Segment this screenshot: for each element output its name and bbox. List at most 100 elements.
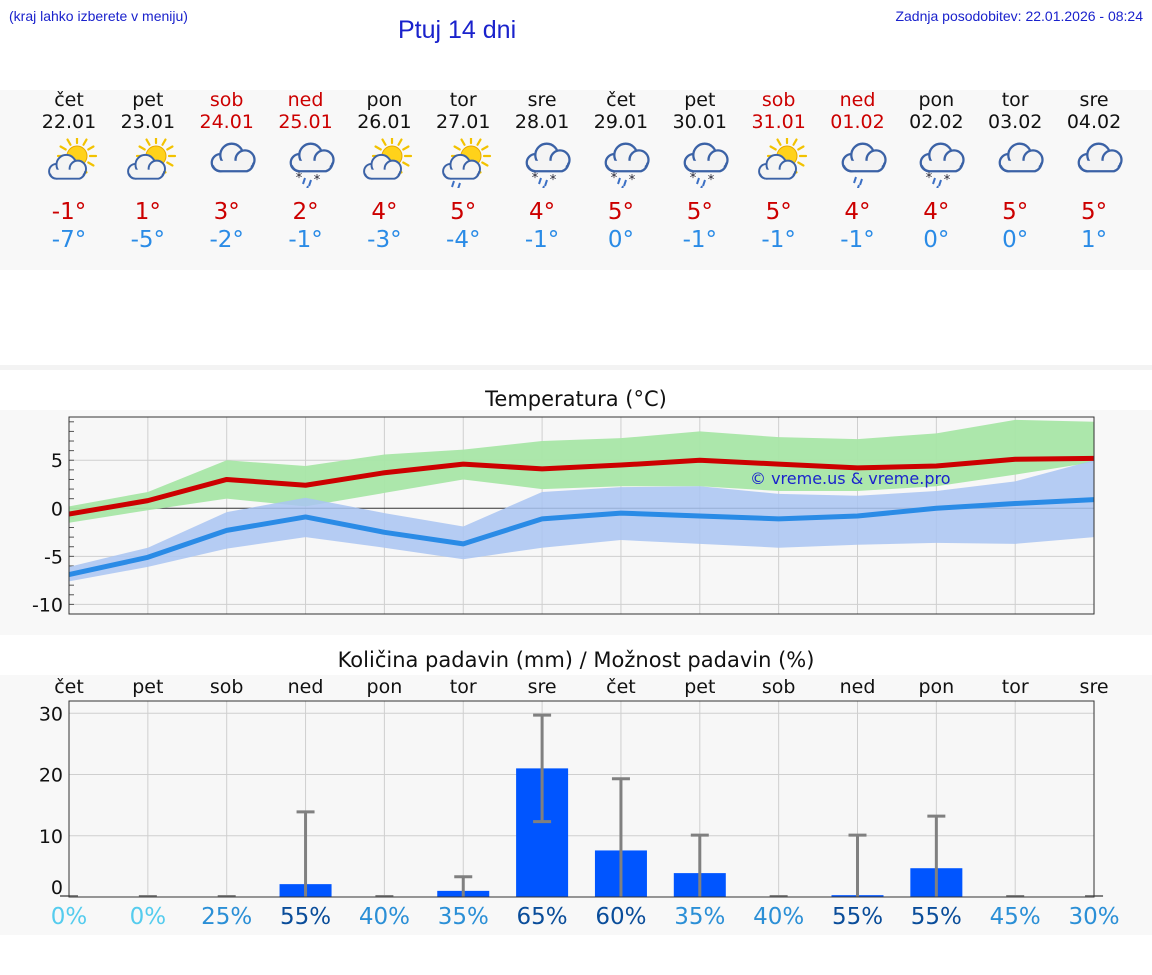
divider <box>0 365 1152 370</box>
day-name: sob <box>209 89 244 111</box>
day-name: čet <box>54 89 84 111</box>
max-temperature: 5° <box>765 199 792 225</box>
max-temperature: 1° <box>134 199 161 225</box>
max-temperature: 5° <box>450 199 477 225</box>
svg-text:*: * <box>629 173 636 188</box>
day-name: tor <box>1001 89 1029 111</box>
x-category-label: sre <box>1080 676 1109 698</box>
rain-snow-icon: * * <box>604 142 650 188</box>
plot-area <box>69 701 1094 897</box>
min-temperature: 1° <box>1080 227 1108 253</box>
day-name: tor <box>449 89 477 111</box>
max-range-band <box>69 419 1095 523</box>
cloudy-icon <box>210 142 256 173</box>
precipitation-chart-title: Količina padavin (mm) / Možnost padavin … <box>337 648 815 672</box>
x-category-label: pet <box>132 676 163 698</box>
day-name: sre <box>1079 89 1109 111</box>
x-category-label: sob <box>762 676 796 698</box>
x-category-label: tor <box>1002 676 1029 698</box>
rain-snow-icon: * * <box>525 142 571 188</box>
svg-text:*: * <box>532 171 539 186</box>
min-temperature: -1° <box>761 227 796 253</box>
watermark: © vreme.us & vreme.pro <box>750 469 951 488</box>
svg-text:*: * <box>295 171 302 186</box>
temperature-chart-title: Temperatura (°C) <box>485 387 667 411</box>
min-temperature: -4° <box>446 227 481 253</box>
svg-text:*: * <box>550 173 557 188</box>
precipitation-probability: 60% <box>595 904 647 930</box>
max-temperature: 5° <box>607 199 634 225</box>
sun-rain-icon <box>442 138 492 188</box>
day-date: 03.02 <box>987 111 1043 133</box>
y-tick-label: 5 <box>51 450 63 472</box>
svg-text:*: * <box>944 173 951 188</box>
day-date: 29.01 <box>593 111 649 133</box>
x-category-label: čet <box>54 676 84 698</box>
y-tick-label: -5 <box>44 546 63 568</box>
partly-sunny-icon <box>126 138 176 180</box>
day-date: 02.02 <box>909 111 964 133</box>
precipitation-chart: čet pet sob ned pon tor sre čet pet sob ned pon tor s… <box>39 676 1109 899</box>
day-date: 01.02 <box>830 111 885 133</box>
max-temperature: 5° <box>686 199 713 225</box>
precipitation-probability: 0% <box>50 904 88 930</box>
y-tick-label: 20 <box>39 765 63 787</box>
svg-text:*: * <box>313 173 320 188</box>
day-name: pon <box>918 89 955 111</box>
plot-frame <box>68 416 1095 615</box>
max-temperature: 4° <box>923 199 950 225</box>
partly-sunny-icon <box>363 138 413 180</box>
day-date: 25.01 <box>278 111 333 133</box>
svg-text:*: * <box>708 173 715 188</box>
precipitation-probability: 55% <box>910 904 962 930</box>
precipitation-probability: 45% <box>989 904 1041 930</box>
day-date: 04.02 <box>1066 111 1122 133</box>
day-date: 30.01 <box>672 111 727 133</box>
cloudy-icon <box>1077 142 1123 173</box>
day-name: pon <box>366 89 403 111</box>
day-name: čet <box>606 89 636 111</box>
max-temperature: 4° <box>371 199 398 225</box>
y-tick-label: 0 <box>51 877 63 899</box>
partly-sunny-icon <box>48 138 98 180</box>
day-name: pet <box>132 89 164 111</box>
min-temperature: -7° <box>51 227 87 253</box>
day-date: 28.01 <box>514 111 570 133</box>
x-category-label: ned <box>840 676 876 698</box>
max-temperature: 3° <box>213 199 240 225</box>
precipitation-probability: 30% <box>1068 904 1120 930</box>
y-tick-label: 0 <box>51 498 63 520</box>
precipitation-probability: 40% <box>358 904 410 930</box>
max-temperature: 4° <box>844 199 871 225</box>
min-temperature: -1° <box>840 227 875 253</box>
min-temperature: 0° <box>1002 227 1029 253</box>
y-tick-label: 10 <box>39 826 63 848</box>
day-name: ned <box>839 89 876 111</box>
day-date: 22.01 <box>41 111 97 133</box>
x-category-label: tor <box>450 676 477 698</box>
min-temperature: 0° <box>923 227 950 253</box>
rain-icon <box>841 142 887 188</box>
y-tick-label: 30 <box>39 703 63 725</box>
svg-text:*: * <box>611 171 618 186</box>
max-temperature-line <box>68 455 1095 517</box>
x-category-label: pet <box>684 676 715 698</box>
day-date: 26.01 <box>357 111 412 133</box>
precipitation-probability: 40% <box>753 904 805 930</box>
x-category-label: pon <box>918 676 954 698</box>
precipitation-probability: 55% <box>279 904 332 930</box>
min-temperature: -1° <box>524 227 560 253</box>
cloudy-icon <box>998 142 1044 173</box>
day-name: sob <box>761 89 796 111</box>
svg-text:*: * <box>690 171 697 186</box>
min-temperature: -1° <box>288 227 323 253</box>
max-temperature: 5° <box>1002 199 1029 225</box>
max-temperature: -1° <box>51 199 87 225</box>
day-date: 23.01 <box>120 111 176 133</box>
day-date: 27.01 <box>436 111 491 133</box>
precipitation-probability: 55% <box>831 904 884 930</box>
svg-text:*: * <box>926 171 933 186</box>
day-date: 24.01 <box>199 111 254 133</box>
plot-frame <box>68 700 1095 898</box>
partly-sunny-icon <box>757 138 807 180</box>
